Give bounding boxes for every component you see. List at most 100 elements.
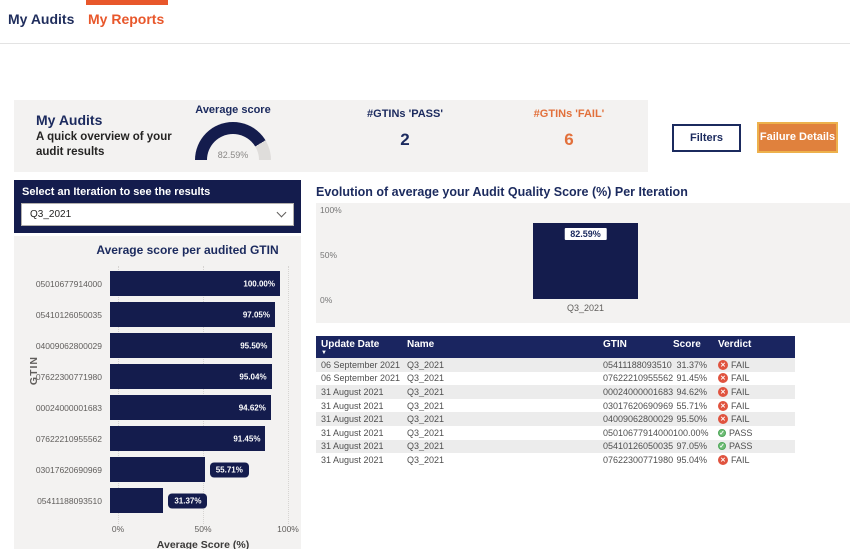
cell-name: Q3_2021 — [407, 454, 445, 465]
cell-score: 94.62% — [676, 386, 707, 397]
column-header-name[interactable]: Name — [407, 339, 435, 350]
table-row[interactable]: 31 August 2021 Q3_2021 05410126050035 97… — [316, 439, 795, 454]
column-header-score[interactable]: Score — [673, 339, 701, 350]
bar-row: 00024000001683 94.62% — [14, 392, 301, 423]
verdict-icon: ✕ — [718, 359, 728, 370]
cell-verdict: ✓ PASS — [713, 428, 795, 438]
cell-gtin: 07622300771980 — [603, 454, 673, 465]
table-row[interactable]: 31 August 2021 Q3_2021 04009062800029 95… — [316, 412, 795, 426]
bar-value-label: 100.00% — [243, 279, 275, 288]
table-row[interactable]: 31 August 2021 Q3_2021 03017620690969 55… — [316, 399, 795, 413]
kpi-pass-value: 2 — [400, 130, 410, 149]
filters-button[interactable]: Filters — [672, 124, 741, 152]
bar-category-label: 05411188093510 — [37, 495, 102, 506]
gtin-score-bar[interactable]: 95.04% — [110, 364, 272, 389]
cell-name: Q3_2021 — [407, 359, 445, 370]
gauge-value: 82.59% — [217, 150, 249, 160]
verdict-icon: ✕ — [718, 386, 728, 397]
evolution-chart-title: Evolution of average your Audit Quality … — [316, 185, 688, 199]
bar-category-label: 00024000001683 — [35, 402, 102, 413]
kpi-fail-value: 6 — [564, 130, 574, 149]
x-axis-tick: 50% — [194, 524, 212, 534]
column-header-update-date[interactable]: Update Date ▼ — [316, 336, 402, 358]
verdict-icon: ✕ — [718, 414, 728, 425]
bar-row: 05410126050035 97.05% — [14, 299, 301, 330]
column-track: 82.59% — [533, 207, 638, 299]
cell-update-date: 31 August 2021 — [321, 427, 384, 438]
bar-category-label: 04009062800029 — [35, 340, 102, 351]
cell-score: 100.00% — [673, 427, 709, 438]
cell-name: Q3_2021 — [407, 386, 445, 397]
bar-track: 94.62% — [110, 395, 280, 420]
gtin-score-bar[interactable]: 55.71% — [110, 457, 249, 482]
bar-value-label: 91.45% — [233, 434, 261, 443]
bar-category-label: 07622300771980 — [35, 371, 102, 382]
bar-track: 100.00% — [110, 271, 280, 296]
cell-score: 31.37% — [676, 359, 707, 370]
bar-row: 04009062800029 95.50% — [14, 330, 301, 361]
cell-verdict: ✕ FAIL — [713, 359, 795, 370]
tab-my-audits[interactable]: My Audits — [8, 11, 75, 27]
cell-gtin: 05010677914000 — [603, 427, 673, 438]
verdict-label: PASS — [729, 441, 753, 452]
table-row[interactable]: 31 August 2021 Q3_2021 00024000001683 94… — [316, 385, 795, 399]
bar-value-label: 95.04% — [239, 372, 267, 381]
sort-descending-icon: ▼ — [321, 350, 327, 356]
table-row[interactable]: 06 September 2021 Q3_2021 07622210955562… — [316, 372, 795, 386]
cell-verdict: ✕ FAIL — [713, 386, 795, 397]
cell-name: Q3_2021 — [407, 414, 445, 425]
bar-category-label: 07622210955562 — [35, 433, 102, 444]
gridline — [288, 266, 289, 524]
table-row[interactable]: 06 September 2021 Q3_2021 05411188093510… — [316, 358, 795, 372]
cell-verdict: ✕ FAIL — [713, 454, 795, 465]
table-row[interactable]: 31 August 2021 Q3_2021 07622300771980 95… — [316, 453, 795, 467]
bar-chart-x-axis-label: Average Score (%) — [156, 539, 250, 549]
column-header-gtin[interactable]: GTIN — [603, 339, 627, 350]
bar-track: 55.71% — [110, 457, 280, 482]
kpi-fail-label: #GTINs 'FAIL' — [533, 108, 605, 120]
bar-value-label: 95.50% — [240, 341, 268, 350]
bar-rows: 05010677914000 100.00% 05410126050035 97… — [14, 268, 301, 516]
iteration-select-block: Select an Iteration to see the results Q… — [14, 180, 301, 233]
cell-verdict: ✓ PASS — [713, 441, 795, 451]
gtin-score-bar[interactable]: 91.45% — [110, 426, 266, 451]
column-header-verdict[interactable]: Verdict — [718, 339, 752, 350]
iteration-dropdown[interactable]: Q3_2021 — [21, 203, 294, 226]
cell-name: Q3_2021 — [407, 427, 445, 438]
gtin-score-bar[interactable]: 95.50% — [110, 333, 273, 358]
column-value-badge: 82.59% — [563, 227, 608, 242]
verdict-icon: ✕ — [718, 400, 728, 411]
evolution-chart: 100% 50% 0% 82.59% Q3_2021 — [316, 203, 850, 323]
cell-gtin: 07622210955562 — [603, 373, 673, 384]
tab-my-reports[interactable]: My Reports — [88, 11, 165, 27]
gtin-score-bar[interactable]: 97.05% — [110, 302, 275, 327]
verdict-label: FAIL — [731, 414, 750, 425]
cell-score: 95.50% — [676, 414, 707, 425]
cell-score: 91.45% — [676, 373, 707, 384]
bar-row: 07622300771980 95.04% — [14, 361, 301, 392]
iteration-score-column[interactable]: 82.59% — [533, 223, 638, 299]
table-row[interactable]: 31 August 2021 Q3_2021 05010677914000 10… — [316, 426, 795, 440]
table-header-row: Update Date ▼ Name GTIN Score Verdict — [316, 336, 795, 358]
y-axis-tick: 0% — [320, 295, 333, 305]
cell-update-date: 31 August 2021 — [321, 386, 384, 397]
verdict-icon: ✕ — [718, 454, 728, 465]
bar-category-label: 03017620690969 — [35, 464, 102, 475]
verdict-icon: ✕ — [718, 373, 728, 384]
bar-chart-title: Average score per audited GTIN — [96, 243, 279, 257]
cell-update-date: 06 September 2021 — [321, 359, 401, 370]
bar-category-label: 05010677914000 — [35, 278, 102, 289]
verdict-label: FAIL — [731, 386, 750, 397]
gtin-score-bar[interactable]: 31.37% — [110, 488, 208, 513]
gauge-arc: 82.59% — [195, 122, 271, 160]
bar-track: 95.50% — [110, 333, 280, 358]
chevron-down-icon — [276, 207, 287, 218]
cell-name: Q3_2021 — [407, 400, 445, 411]
bar-row: 07622210955562 91.45% — [14, 423, 301, 454]
gtin-score-bar[interactable]: 100.00% — [110, 271, 280, 296]
gtin-score-bar[interactable]: 94.62% — [110, 395, 271, 420]
failure-details-button[interactable]: Failure Details — [757, 122, 838, 153]
kpi-gtins-fail: #GTINs 'FAIL' 6 — [504, 108, 634, 150]
verdict-icon: ✓ — [718, 428, 726, 437]
